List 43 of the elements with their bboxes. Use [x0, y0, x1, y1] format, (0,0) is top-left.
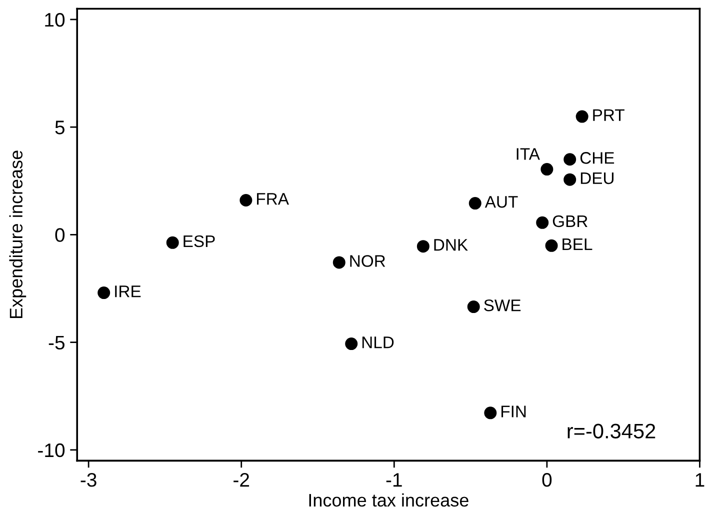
x-tick-label: -3: [80, 472, 96, 487]
annotation: ESP: [184, 235, 215, 248]
annotation: NOR: [350, 255, 386, 267]
y-tick-label: 10: [45, 12, 65, 27]
y-tick-label: 0: [55, 228, 65, 242]
point: [545, 239, 558, 252]
x-tick-label: -1: [386, 473, 402, 487]
point: [240, 194, 252, 207]
y-tick-label: -5: [48, 336, 64, 350]
point: [467, 300, 480, 314]
x-axis-title: Income tax increase: [309, 493, 468, 507]
annotation: IRE: [115, 286, 141, 298]
point: [98, 286, 110, 300]
point: [564, 153, 576, 166]
annotation: SWE: [484, 299, 521, 312]
annotation: GBR: [552, 215, 588, 228]
annotation: DNK: [434, 239, 468, 251]
point: [484, 406, 497, 420]
annotation: BEL: [562, 238, 592, 250]
x-tick-label: 1: [696, 473, 704, 487]
annotation: CHE: [580, 152, 614, 164]
point: [468, 197, 482, 210]
annotation: FIN: [501, 406, 526, 418]
point: [166, 236, 179, 249]
point: [564, 173, 576, 186]
point: [536, 216, 549, 229]
annotation: DEU: [580, 172, 614, 184]
annotation: AUT: [484, 196, 518, 208]
annotation: FRA: [257, 193, 289, 205]
y-tick-label: 5: [55, 120, 64, 134]
point: [345, 338, 358, 350]
point: [540, 163, 554, 176]
annotation: ITA: [516, 148, 540, 160]
y-tick-label: -10: [38, 443, 65, 458]
annotation: PRT: [593, 109, 624, 121]
annotation: r=-0.3452: [568, 424, 656, 438]
y-axis-title: Expenditure increase: [9, 150, 26, 318]
annotation: NLD: [362, 336, 394, 348]
point: [576, 110, 588, 123]
point: [332, 256, 346, 269]
x-tick-label: -2: [234, 472, 250, 487]
point: [416, 240, 430, 253]
x-tick-label: 0: [542, 472, 552, 487]
